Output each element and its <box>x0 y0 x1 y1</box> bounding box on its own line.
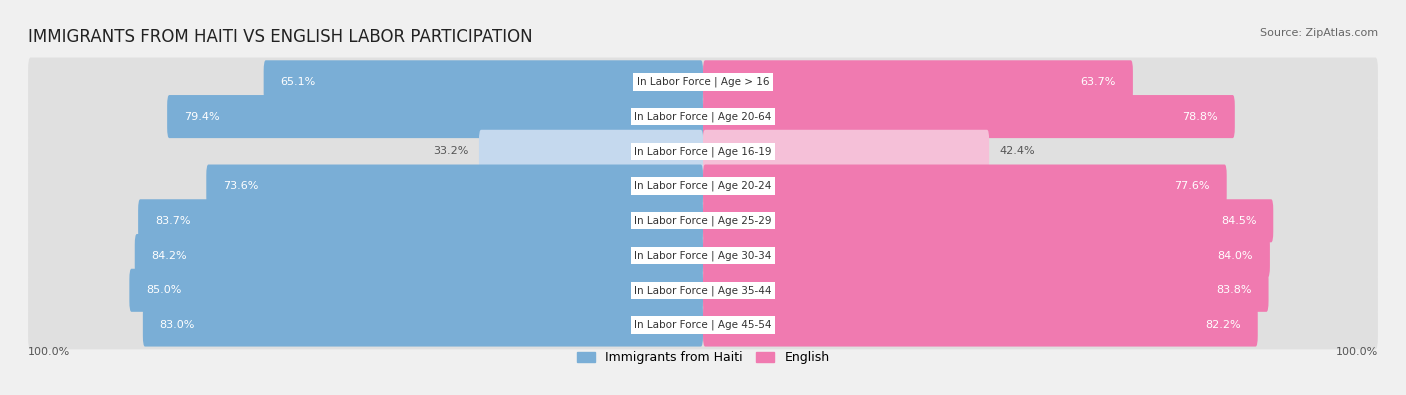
Text: 100.0%: 100.0% <box>28 346 70 357</box>
Text: 100.0%: 100.0% <box>1336 346 1378 357</box>
FancyBboxPatch shape <box>28 127 1378 176</box>
Text: 85.0%: 85.0% <box>146 285 181 295</box>
Text: 84.0%: 84.0% <box>1218 250 1253 261</box>
FancyBboxPatch shape <box>138 199 703 243</box>
FancyBboxPatch shape <box>703 303 1258 346</box>
FancyBboxPatch shape <box>28 301 1378 349</box>
Text: 83.7%: 83.7% <box>155 216 190 226</box>
Text: In Labor Force | Age 20-24: In Labor Force | Age 20-24 <box>634 181 772 191</box>
Text: 79.4%: 79.4% <box>184 111 219 122</box>
FancyBboxPatch shape <box>28 231 1378 280</box>
Text: In Labor Force | Age 35-44: In Labor Force | Age 35-44 <box>634 285 772 295</box>
Text: 84.2%: 84.2% <box>152 250 187 261</box>
FancyBboxPatch shape <box>28 266 1378 314</box>
Text: In Labor Force | Age 45-54: In Labor Force | Age 45-54 <box>634 320 772 330</box>
FancyBboxPatch shape <box>703 95 1234 138</box>
FancyBboxPatch shape <box>207 164 703 208</box>
Text: Source: ZipAtlas.com: Source: ZipAtlas.com <box>1260 28 1378 38</box>
Text: 77.6%: 77.6% <box>1174 181 1209 191</box>
Text: In Labor Force | Age 16-19: In Labor Force | Age 16-19 <box>634 146 772 156</box>
FancyBboxPatch shape <box>28 58 1378 106</box>
FancyBboxPatch shape <box>479 130 703 173</box>
Legend: Immigrants from Haiti, English: Immigrants from Haiti, English <box>576 352 830 365</box>
Text: 42.4%: 42.4% <box>1000 146 1035 156</box>
FancyBboxPatch shape <box>703 269 1268 312</box>
FancyBboxPatch shape <box>703 60 1133 103</box>
FancyBboxPatch shape <box>264 60 703 103</box>
FancyBboxPatch shape <box>143 303 703 346</box>
Text: 73.6%: 73.6% <box>224 181 259 191</box>
FancyBboxPatch shape <box>703 164 1226 208</box>
FancyBboxPatch shape <box>28 162 1378 211</box>
Text: 63.7%: 63.7% <box>1081 77 1116 87</box>
FancyBboxPatch shape <box>703 130 990 173</box>
Text: In Labor Force | Age 30-34: In Labor Force | Age 30-34 <box>634 250 772 261</box>
Text: 33.2%: 33.2% <box>433 146 468 156</box>
Text: In Labor Force | Age 25-29: In Labor Force | Age 25-29 <box>634 216 772 226</box>
Text: 83.8%: 83.8% <box>1216 285 1251 295</box>
Text: 84.5%: 84.5% <box>1220 216 1257 226</box>
FancyBboxPatch shape <box>703 199 1274 243</box>
FancyBboxPatch shape <box>129 269 703 312</box>
Text: 65.1%: 65.1% <box>281 77 316 87</box>
Text: In Labor Force | Age 20-64: In Labor Force | Age 20-64 <box>634 111 772 122</box>
FancyBboxPatch shape <box>135 234 703 277</box>
Text: In Labor Force | Age > 16: In Labor Force | Age > 16 <box>637 77 769 87</box>
FancyBboxPatch shape <box>167 95 703 138</box>
Text: 82.2%: 82.2% <box>1205 320 1241 330</box>
FancyBboxPatch shape <box>28 92 1378 141</box>
Text: 78.8%: 78.8% <box>1182 111 1218 122</box>
Text: IMMIGRANTS FROM HAITI VS ENGLISH LABOR PARTICIPATION: IMMIGRANTS FROM HAITI VS ENGLISH LABOR P… <box>28 28 533 46</box>
FancyBboxPatch shape <box>28 196 1378 245</box>
Text: 83.0%: 83.0% <box>160 320 195 330</box>
FancyBboxPatch shape <box>703 234 1270 277</box>
